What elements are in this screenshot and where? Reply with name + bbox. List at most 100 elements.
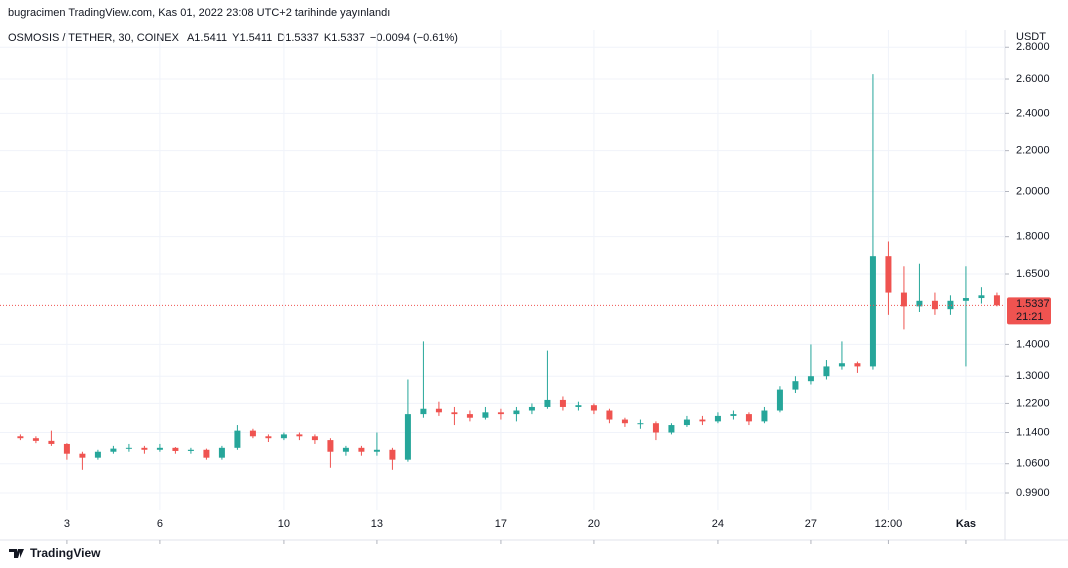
y-tick-label: 2.4000 [1016,107,1050,119]
candle-body [869,256,876,367]
y-tick-label: 1.6500 [1016,268,1050,280]
candle-body [218,447,225,458]
candle-body [373,449,380,452]
candle-body [528,406,535,411]
candle-body [559,399,566,407]
candle-body [249,430,256,437]
symbol: OSMOSIS / TETHER, 30, COINEX [8,32,180,44]
candle-body [203,449,210,458]
candle-body [962,298,969,301]
y-tick-label: 0.9900 [1016,487,1050,499]
logo-mark [9,549,24,558]
candle-body [761,410,768,422]
candle-body [420,408,427,415]
candle-body [947,300,954,310]
candle-body [482,412,489,418]
candle-body [714,415,721,422]
candle-body [172,447,179,451]
candle-body [32,438,39,441]
candle-body [683,419,690,426]
x-tick-label: 12:00 [875,518,903,530]
candle-body [296,434,303,437]
legend-key: D [277,32,285,44]
y-tick-label: 2.8000 [1016,41,1050,53]
candle-body [48,440,55,444]
grid [0,30,1005,510]
tv-logo [9,549,24,558]
candle-body [854,363,861,367]
legend-key: A [187,32,195,44]
candle-body [931,300,938,310]
candle-body [838,363,845,367]
candle-body [435,408,442,413]
y-tick-label: 1.8000 [1016,231,1050,243]
candle-body [575,405,582,407]
candle-body [125,447,132,449]
y-tick-label: 1.4000 [1016,338,1050,350]
candle-body [17,436,24,439]
candle-body [823,366,830,377]
candle-body [776,389,783,411]
candle-body [621,419,628,424]
countdown: 21:21 [1016,311,1044,323]
candle-body [513,410,520,415]
candle-body [63,443,70,454]
legend-value: 1.5337 [285,32,319,44]
candle-body [94,451,101,458]
candle-body [807,376,814,382]
candle-body [466,414,473,418]
candle-body [79,453,86,458]
x-tick-label: 6 [157,518,163,530]
legend-change: −0.0094 (−0.61%) [370,32,458,44]
candle-body [606,410,613,420]
x-tick-label: 13 [371,518,383,530]
candle-body [699,419,706,422]
candle-body [885,256,892,293]
candle-body [234,430,241,448]
candle-body [900,292,907,307]
x-tick-label: 24 [712,518,724,530]
candle-body [110,448,117,452]
x-tick-label: 27 [805,518,817,530]
y-tick-label: 1.2200 [1016,397,1050,409]
price-badge [1007,297,1051,325]
candle-body [730,414,737,416]
candle-body [544,399,551,407]
candle-body [497,412,504,415]
candle-body [141,447,148,450]
y-tick-label: 2.6000 [1016,73,1050,85]
y-tick-label: 1.1400 [1016,426,1050,438]
x-tick-label: 17 [495,518,507,530]
x-tick-label: 10 [278,518,290,530]
candle-body [265,436,272,439]
candle-body [311,436,318,441]
candle-body [342,447,349,452]
y-tick-label: 2.2000 [1016,145,1050,157]
candles [17,74,1000,470]
candle-body [590,405,597,411]
legend-key: K [324,32,332,44]
candle-body [652,423,659,433]
brand: TradingView [30,546,101,560]
legend-value: 1.5411 [239,32,272,44]
candle-body [916,300,923,307]
y-tick-label: 1.0600 [1016,458,1050,470]
legend-key: Y [232,32,240,44]
candle-body [327,440,334,452]
currency: USDT [1016,31,1046,43]
candle-body [358,447,365,452]
y-tick-label: 1.3000 [1016,370,1050,382]
candle-body [637,423,644,425]
candle-body [451,412,458,415]
candle-body [668,425,675,433]
candle-body [389,449,396,460]
x-tick-label: Kas [956,518,976,530]
candle-body [745,414,752,422]
candle-body [156,447,163,450]
candle-body [792,381,799,390]
x-tick-label: 3 [64,518,70,530]
x-tick-label: 20 [588,518,600,530]
publish-info: bugracimen TradingView.com, Kas 01, 2022… [8,7,390,19]
